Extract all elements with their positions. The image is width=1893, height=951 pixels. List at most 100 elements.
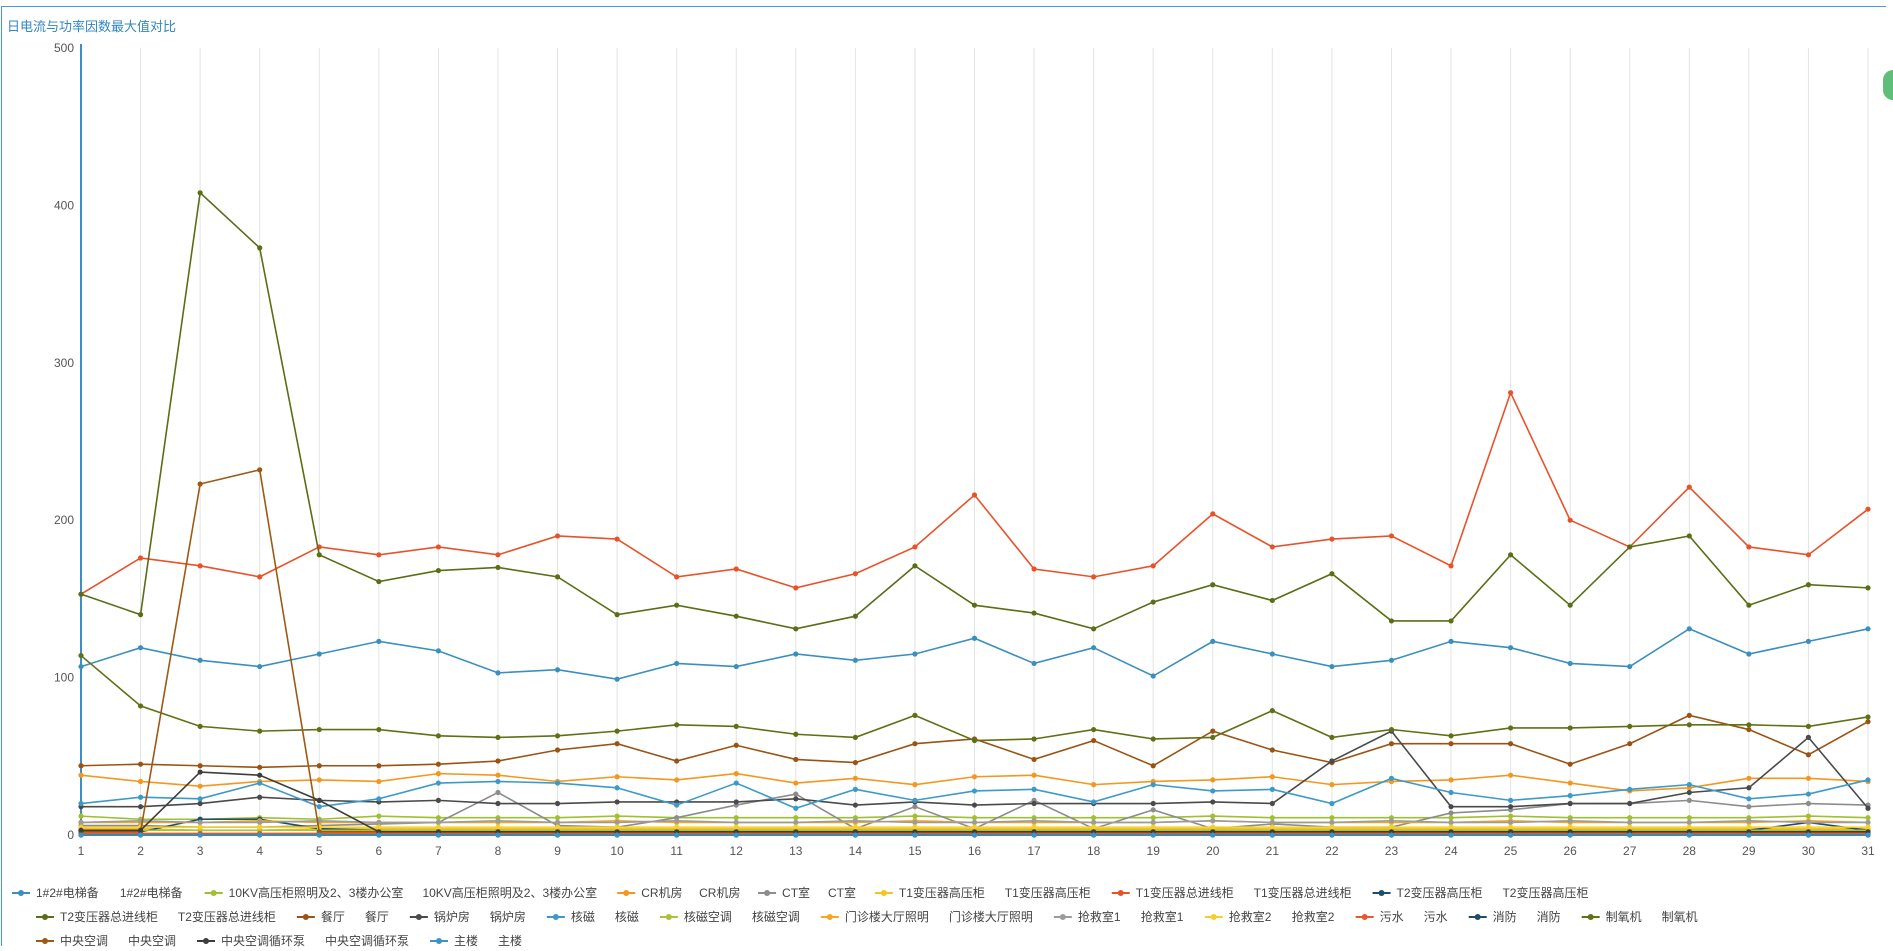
data-point[interactable] (257, 819, 263, 826)
data-point[interactable] (495, 818, 501, 824)
legend-item[interactable]: 抢救室2 抢救室2 (1204, 909, 1335, 924)
data-point[interactable] (912, 563, 918, 569)
data-point[interactable] (912, 741, 918, 747)
data-point[interactable] (1567, 780, 1573, 786)
data-point[interactable] (137, 832, 144, 838)
data-point[interactable] (971, 635, 978, 641)
data-point[interactable] (316, 797, 322, 803)
data-point[interactable] (316, 777, 322, 783)
data-point[interactable] (1269, 544, 1275, 550)
legend-item[interactable]: T1变压器总进线柜 T1变压器总进线柜 (1111, 885, 1352, 900)
data-point[interactable] (257, 467, 263, 473)
data-point[interactable] (1031, 832, 1037, 838)
data-point[interactable] (614, 676, 620, 682)
data-point[interactable] (1448, 804, 1454, 810)
data-point[interactable] (1448, 810, 1454, 816)
data-point[interactable] (435, 797, 441, 803)
data-point[interactable] (1388, 775, 1395, 781)
data-point[interactable] (971, 832, 978, 838)
data-point[interactable] (1448, 638, 1454, 644)
data-point[interactable] (614, 785, 620, 791)
data-point[interactable] (137, 645, 144, 651)
data-point[interactable] (197, 800, 203, 807)
data-point[interactable] (197, 819, 203, 826)
data-point[interactable] (912, 797, 918, 803)
data-point[interactable] (1388, 818, 1395, 824)
data-point[interactable] (495, 552, 501, 558)
data-point[interactable] (1269, 832, 1275, 838)
data-point[interactable] (912, 804, 918, 810)
data-point[interactable] (1865, 777, 1871, 783)
data-point[interactable] (1805, 813, 1812, 819)
data-point[interactable] (1031, 660, 1037, 667)
data-point[interactable] (1567, 793, 1573, 799)
data-point[interactable] (1746, 722, 1752, 728)
data-point[interactable] (1210, 734, 1216, 741)
data-point[interactable] (733, 613, 739, 619)
data-point[interactable] (733, 824, 739, 830)
data-point[interactable] (197, 796, 203, 802)
data-point[interactable] (1150, 736, 1156, 742)
data-point[interactable] (1031, 736, 1037, 742)
data-point[interactable] (1746, 726, 1752, 733)
data-point[interactable] (1805, 775, 1812, 781)
data-point[interactable] (733, 771, 739, 777)
data-point[interactable] (554, 574, 561, 580)
data-point[interactable] (1269, 651, 1275, 657)
data-point[interactable] (257, 794, 263, 800)
data-point[interactable] (1865, 805, 1871, 811)
data-point[interactable] (1746, 818, 1752, 824)
data-point[interactable] (1746, 804, 1752, 810)
data-point[interactable] (1329, 571, 1335, 577)
data-point[interactable] (1686, 824, 1692, 830)
data-point[interactable] (435, 544, 441, 550)
data-point[interactable] (1448, 789, 1454, 796)
data-point[interactable] (257, 245, 263, 251)
data-point[interactable] (1210, 824, 1216, 830)
data-point[interactable] (1269, 824, 1275, 830)
data-point[interactable] (1448, 824, 1454, 830)
legend-item[interactable]: 核磁空调 核磁空调 (659, 909, 800, 924)
data-point[interactable] (793, 626, 799, 632)
data-point[interactable] (78, 819, 84, 826)
data-point[interactable] (257, 663, 263, 670)
data-point[interactable] (137, 804, 144, 810)
data-point[interactable] (376, 813, 382, 819)
data-point[interactable] (1805, 832, 1812, 838)
data-point[interactable] (257, 832, 263, 838)
data-point[interactable] (971, 737, 978, 744)
data-point[interactable] (1150, 815, 1156, 821)
data-point[interactable] (1269, 815, 1275, 821)
data-point[interactable] (1031, 786, 1037, 792)
data-point[interactable] (733, 799, 739, 805)
data-point[interactable] (78, 763, 84, 769)
data-point[interactable] (1805, 824, 1812, 830)
data-point[interactable] (1150, 807, 1156, 813)
data-point[interactable] (257, 780, 263, 786)
data-point[interactable] (614, 774, 620, 780)
data-point[interactable] (1329, 782, 1335, 788)
legend-item[interactable]: 消防 消防 (1468, 909, 1561, 924)
data-point[interactable] (793, 819, 799, 826)
legend-item[interactable]: 1#2#电梯备 1#2#电梯备 (12, 886, 183, 900)
data-point[interactable] (1567, 818, 1573, 824)
data-point[interactable] (1508, 645, 1514, 651)
data-point[interactable] (1150, 800, 1156, 807)
data-point[interactable] (1269, 819, 1275, 826)
data-point[interactable] (1865, 824, 1871, 830)
data-point[interactable] (1567, 660, 1573, 667)
data-point[interactable] (614, 832, 620, 838)
data-point[interactable] (793, 805, 799, 811)
data-point[interactable] (1805, 734, 1812, 741)
data-point[interactable] (435, 761, 441, 767)
data-point[interactable] (1269, 597, 1275, 604)
data-point[interactable] (1746, 832, 1752, 838)
data-point[interactable] (554, 733, 561, 739)
data-point[interactable] (1686, 819, 1692, 826)
data-point[interactable] (1388, 832, 1395, 838)
data-point[interactable] (554, 747, 561, 753)
data-point[interactable] (1091, 799, 1097, 805)
data-point[interactable] (1567, 602, 1573, 608)
data-point[interactable] (1031, 756, 1037, 763)
data-point[interactable] (1805, 791, 1812, 797)
